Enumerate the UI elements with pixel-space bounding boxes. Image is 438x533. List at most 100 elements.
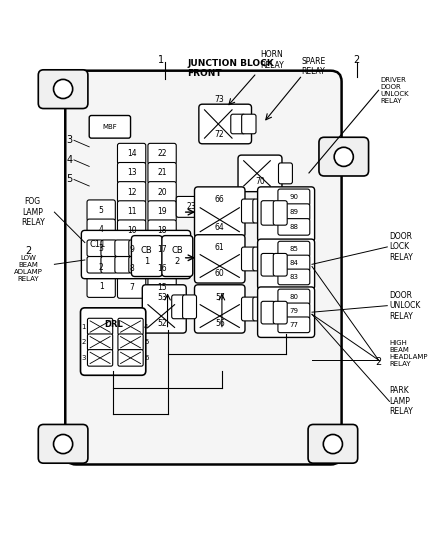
FancyBboxPatch shape xyxy=(241,297,255,321)
Text: 90: 90 xyxy=(290,195,298,200)
FancyBboxPatch shape xyxy=(278,204,310,220)
Text: 80: 80 xyxy=(290,294,298,300)
FancyBboxPatch shape xyxy=(273,201,287,225)
FancyBboxPatch shape xyxy=(148,143,176,164)
Text: 20: 20 xyxy=(157,188,167,197)
FancyBboxPatch shape xyxy=(117,163,146,183)
FancyBboxPatch shape xyxy=(242,114,256,134)
FancyBboxPatch shape xyxy=(308,424,358,463)
FancyBboxPatch shape xyxy=(319,138,368,176)
Text: 57: 57 xyxy=(215,293,225,302)
FancyBboxPatch shape xyxy=(87,256,102,273)
Text: 4: 4 xyxy=(99,225,104,234)
FancyBboxPatch shape xyxy=(148,258,176,279)
FancyBboxPatch shape xyxy=(261,301,275,324)
FancyBboxPatch shape xyxy=(81,230,191,279)
FancyBboxPatch shape xyxy=(142,285,186,333)
FancyBboxPatch shape xyxy=(87,238,115,259)
Text: 3: 3 xyxy=(99,244,104,253)
FancyBboxPatch shape xyxy=(129,256,145,273)
Text: 22: 22 xyxy=(157,149,167,158)
Text: 12: 12 xyxy=(127,188,136,197)
FancyBboxPatch shape xyxy=(278,189,310,206)
FancyBboxPatch shape xyxy=(117,239,146,260)
Text: 60: 60 xyxy=(215,269,225,278)
FancyBboxPatch shape xyxy=(117,220,146,241)
FancyBboxPatch shape xyxy=(148,201,176,222)
Text: 52: 52 xyxy=(158,319,167,328)
Text: MBF: MBF xyxy=(103,124,117,130)
FancyBboxPatch shape xyxy=(279,163,293,184)
Text: 17: 17 xyxy=(157,245,167,254)
FancyBboxPatch shape xyxy=(148,163,176,183)
Text: DRIVER
DOOR
UNLOCK
RELAY: DRIVER DOOR UNLOCK RELAY xyxy=(381,77,410,104)
Text: FOG
LAMP
RELAY: FOG LAMP RELAY xyxy=(21,197,45,227)
Text: 85: 85 xyxy=(290,246,298,252)
Text: SPARE
RELAY: SPARE RELAY xyxy=(301,56,325,76)
FancyBboxPatch shape xyxy=(162,236,193,277)
Text: 1: 1 xyxy=(158,55,164,65)
Text: DOOR
LOCK
RELAY: DOOR LOCK RELAY xyxy=(389,232,413,262)
Text: 88: 88 xyxy=(290,224,298,230)
FancyBboxPatch shape xyxy=(143,240,159,256)
FancyBboxPatch shape xyxy=(278,255,310,271)
Text: 66: 66 xyxy=(215,195,225,204)
FancyBboxPatch shape xyxy=(117,277,146,298)
FancyBboxPatch shape xyxy=(194,235,245,283)
Circle shape xyxy=(53,434,73,454)
FancyBboxPatch shape xyxy=(143,256,159,273)
Text: 18: 18 xyxy=(157,226,167,235)
FancyBboxPatch shape xyxy=(148,239,176,260)
Text: 84: 84 xyxy=(290,260,298,266)
Text: 3: 3 xyxy=(67,135,73,146)
FancyBboxPatch shape xyxy=(253,199,267,223)
FancyBboxPatch shape xyxy=(118,350,143,366)
Text: 6: 6 xyxy=(144,355,148,361)
FancyBboxPatch shape xyxy=(87,240,102,256)
Text: 83: 83 xyxy=(290,274,298,280)
FancyBboxPatch shape xyxy=(278,241,310,257)
FancyBboxPatch shape xyxy=(117,143,146,164)
Text: 77: 77 xyxy=(290,322,298,328)
Text: 89: 89 xyxy=(290,209,298,215)
Text: 13: 13 xyxy=(127,168,137,177)
Text: 3: 3 xyxy=(81,355,86,361)
FancyBboxPatch shape xyxy=(115,256,131,273)
FancyBboxPatch shape xyxy=(183,295,197,319)
Text: 79: 79 xyxy=(290,308,298,314)
FancyBboxPatch shape xyxy=(241,247,255,271)
FancyBboxPatch shape xyxy=(87,200,115,221)
FancyBboxPatch shape xyxy=(199,104,251,144)
Text: 72: 72 xyxy=(214,131,224,140)
Text: 10: 10 xyxy=(127,226,137,235)
Text: 23: 23 xyxy=(187,203,196,212)
Text: 2: 2 xyxy=(25,246,32,256)
Text: CB
2: CB 2 xyxy=(171,246,183,266)
Text: 1: 1 xyxy=(81,324,86,329)
FancyBboxPatch shape xyxy=(87,257,115,278)
Text: 64: 64 xyxy=(215,223,225,232)
FancyBboxPatch shape xyxy=(148,220,176,241)
FancyBboxPatch shape xyxy=(258,287,314,337)
FancyBboxPatch shape xyxy=(278,269,310,285)
FancyBboxPatch shape xyxy=(115,240,131,256)
Text: 5: 5 xyxy=(99,206,104,215)
FancyBboxPatch shape xyxy=(176,197,207,217)
FancyBboxPatch shape xyxy=(258,187,314,241)
FancyBboxPatch shape xyxy=(118,334,143,351)
Text: C11: C11 xyxy=(89,240,106,249)
FancyBboxPatch shape xyxy=(273,301,287,324)
FancyBboxPatch shape xyxy=(231,114,245,134)
Text: 15: 15 xyxy=(157,284,167,292)
FancyBboxPatch shape xyxy=(241,199,255,223)
Text: 73: 73 xyxy=(214,95,224,104)
FancyBboxPatch shape xyxy=(117,201,146,222)
FancyBboxPatch shape xyxy=(117,258,146,279)
Text: 2: 2 xyxy=(99,263,103,272)
FancyBboxPatch shape xyxy=(261,254,275,276)
Circle shape xyxy=(323,434,343,454)
Text: 2: 2 xyxy=(354,55,360,65)
FancyBboxPatch shape xyxy=(117,182,146,203)
FancyBboxPatch shape xyxy=(131,236,162,277)
FancyBboxPatch shape xyxy=(261,201,275,225)
